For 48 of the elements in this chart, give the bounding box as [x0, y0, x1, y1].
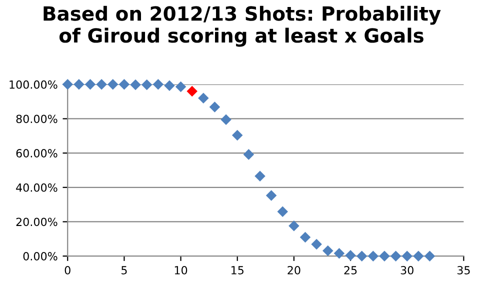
point — [356, 250, 368, 262]
point — [254, 170, 266, 182]
y-tick-label: 20.00% — [16, 218, 58, 226]
point — [345, 250, 356, 261]
point — [390, 250, 402, 262]
y-tick-label: 100.00% — [10, 80, 58, 89]
point — [118, 79, 130, 90]
point — [62, 79, 73, 90]
point — [288, 220, 300, 232]
point — [311, 238, 322, 250]
x-tick-label: 0 — [64, 266, 70, 274]
point — [209, 102, 220, 112]
x-tick-label: 20 — [288, 266, 300, 274]
point — [220, 114, 232, 125]
y-tick-label: 60.00% — [16, 149, 58, 158]
point — [186, 86, 198, 97]
y-tick-label: 80.00% — [16, 114, 58, 124]
x-tick-label: 10 — [174, 266, 188, 274]
point — [198, 92, 209, 104]
point — [379, 250, 390, 262]
x-tick-label: 35 — [457, 266, 470, 274]
y-tick-label: 40.00% — [16, 183, 58, 192]
point — [322, 245, 334, 256]
point — [141, 79, 152, 90]
x-tick-label: 15 — [232, 266, 244, 274]
x-tick-label: 30 — [400, 266, 414, 274]
point — [108, 79, 118, 90]
point — [413, 250, 424, 262]
point — [334, 248, 345, 259]
point — [84, 79, 96, 90]
point — [243, 149, 254, 160]
point — [402, 250, 412, 262]
point — [266, 190, 277, 201]
point — [424, 250, 436, 262]
point — [74, 79, 84, 90]
chart-title: Based on 2012/13 Shots: Probability of Giroud scoring at least x Goals — [44, 6, 441, 47]
x-tick-label: 25 — [344, 266, 357, 274]
x-tick-label: 5 — [122, 266, 127, 274]
point — [277, 206, 288, 217]
point — [164, 80, 175, 91]
point — [232, 130, 243, 141]
point — [152, 79, 164, 90]
point — [368, 250, 379, 262]
y-tick-label: 0.00% — [23, 252, 58, 260]
point — [96, 79, 107, 90]
point — [130, 79, 141, 90]
point — [300, 232, 311, 243]
point — [175, 81, 186, 92]
